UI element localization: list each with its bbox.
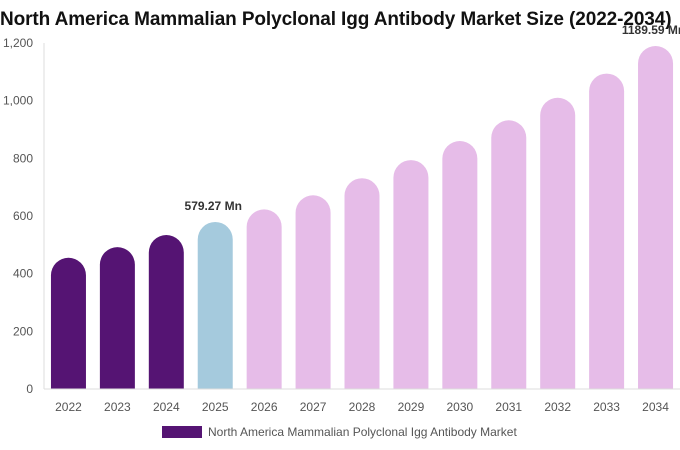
x-axis: 2022 2023 2024 2025 2026 2027 2028 2029 2030 2031…: [44, 388, 680, 414]
y-tick-label: 1,200: [3, 36, 33, 50]
x-tick-label: 2032: [544, 400, 571, 414]
data-labels: 579.27 Mn 1189.59 Mn: [185, 23, 680, 213]
bar-2034: [638, 46, 674, 389]
x-tick-label: 2022: [55, 400, 82, 414]
legend: North America Mammalian Polyclonal Igg A…: [162, 425, 517, 439]
x-tick-label: 2029: [398, 400, 425, 414]
bar-2030: [442, 141, 478, 389]
x-tick-label: 2023: [104, 400, 131, 414]
x-tick-label: 2026: [251, 400, 278, 414]
x-tick-label: 2028: [349, 400, 376, 414]
y-tick-label: 800: [13, 151, 33, 165]
bar-2029: [393, 160, 429, 389]
bar-2032: [540, 97, 576, 390]
bar-2033: [589, 73, 625, 390]
bars: [50, 46, 674, 390]
bar-2025: [197, 221, 233, 389]
y-tick-label: 400: [13, 267, 33, 281]
legend-label: North America Mammalian Polyclonal Igg A…: [208, 425, 517, 439]
x-tick-label: 2033: [593, 400, 620, 414]
x-tick-label: 2024: [153, 400, 180, 414]
bar-2031: [491, 120, 527, 390]
y-axis: 0 200 400 600 800 1,000 1,200: [3, 36, 45, 396]
x-tick-label: 2034: [642, 400, 669, 414]
bar-2026: [246, 209, 282, 389]
bar-2027: [295, 195, 331, 389]
y-tick-label: 200: [13, 324, 33, 338]
y-tick-label: 1,000: [3, 94, 33, 108]
legend-swatch: [162, 426, 202, 438]
bar-2023: [99, 247, 135, 389]
data-label: 579.27 Mn: [185, 199, 242, 213]
bar-2024: [148, 235, 184, 389]
data-label: 1189.59 Mn: [622, 23, 680, 37]
bar-2028: [344, 178, 380, 389]
bar-2022: [50, 257, 86, 389]
x-tick-label: 2025: [202, 400, 229, 414]
x-tick-label: 2027: [300, 400, 327, 414]
y-tick-label: 0: [26, 382, 33, 396]
x-tick-label: 2030: [446, 400, 473, 414]
y-tick-label: 600: [13, 209, 33, 223]
x-tick-label: 2031: [495, 400, 522, 414]
chart-title: North America Mammalian Polyclonal Igg A…: [0, 9, 672, 30]
